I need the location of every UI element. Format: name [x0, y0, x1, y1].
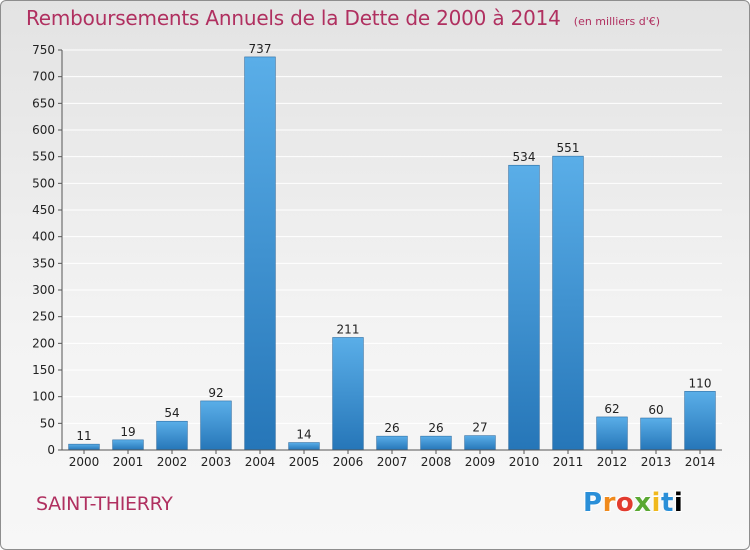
- x-tick-label: 2005: [289, 455, 320, 469]
- bar-2007: [376, 435, 408, 451]
- x-tick-label: 2004: [245, 455, 276, 469]
- y-tick-label: 300: [32, 283, 55, 297]
- y-tick-label: 100: [32, 390, 55, 404]
- bar-2012: [596, 416, 628, 451]
- bar-2005: [288, 442, 320, 451]
- logo-letter: t: [660, 488, 674, 518]
- data-label: 26: [428, 421, 443, 435]
- y-tick-label: 550: [32, 150, 55, 164]
- commune-name: SAINT-THIERRY: [36, 493, 173, 515]
- bar-2014: [684, 391, 716, 451]
- y-tick-label: 400: [32, 230, 55, 244]
- x-tick-label: 2000: [69, 455, 100, 469]
- bar-2010: [508, 164, 540, 451]
- data-label: 110: [689, 376, 712, 390]
- bar-2008: [420, 435, 452, 451]
- x-tick-label: 2003: [201, 455, 232, 469]
- y-tick-label: 750: [32, 43, 55, 57]
- data-label: 62: [604, 402, 619, 416]
- x-tick-label: 2009: [465, 455, 496, 469]
- y-tick-label: 450: [32, 203, 55, 217]
- data-label: 14: [296, 428, 311, 442]
- y-tick-label: 50: [40, 416, 55, 430]
- x-tick-label: 2002: [157, 455, 188, 469]
- bar-2013: [640, 417, 672, 451]
- x-tick-label: 2006: [333, 455, 364, 469]
- data-label: 26: [384, 421, 399, 435]
- y-tick-label: 350: [32, 256, 55, 270]
- logo-letter: P: [583, 488, 603, 518]
- y-tick-label: 600: [32, 123, 55, 137]
- logo-letter: o: [615, 488, 635, 518]
- logo-letter: x: [634, 488, 652, 518]
- x-tick-label: 2001: [113, 455, 144, 469]
- y-tick-label: 250: [32, 310, 55, 324]
- data-label: 534: [513, 150, 536, 164]
- title-row: Remboursements Annuels de la Dette de 20…: [26, 6, 660, 30]
- data-label: 54: [164, 406, 179, 420]
- y-tick-label: 150: [32, 363, 55, 377]
- data-label: 60: [648, 403, 663, 417]
- data-label: 11: [76, 429, 91, 443]
- x-tick-label: 2012: [597, 455, 628, 469]
- x-tick-label: 2010: [509, 455, 540, 469]
- bar-2009: [464, 435, 496, 451]
- y-tick-label: 0: [47, 443, 55, 457]
- data-label: 92: [208, 386, 223, 400]
- logo-letter: r: [602, 488, 616, 518]
- x-tick-label: 2011: [553, 455, 584, 469]
- data-label: 19: [120, 425, 135, 439]
- bar-2011: [552, 155, 584, 451]
- y-tick-label: 650: [32, 96, 55, 110]
- data-label: 27: [472, 421, 487, 435]
- y-tick-label: 700: [32, 70, 55, 84]
- bar-2006: [332, 337, 364, 451]
- bar-2004: [244, 56, 276, 451]
- bar-2003: [200, 400, 232, 451]
- bar-2000: [68, 443, 100, 451]
- y-tick-label: 200: [32, 336, 55, 350]
- logo-letter: i: [673, 488, 684, 518]
- logo-letter: i: [651, 488, 661, 518]
- data-label: 737: [249, 42, 272, 56]
- chart-unit: (en milliers d'€): [573, 15, 661, 28]
- bar-2001: [112, 439, 144, 451]
- x-tick-label: 2007: [377, 455, 408, 469]
- x-tick-label: 2013: [641, 455, 672, 469]
- x-tick-label: 2008: [421, 455, 452, 469]
- x-tick-label: 2014: [685, 455, 716, 469]
- bar-2002: [156, 420, 188, 451]
- proxiti-logo[interactable]: Proxiti: [583, 488, 683, 518]
- data-label: 211: [337, 322, 360, 336]
- chart-title: Remboursements Annuels de la Dette de 20…: [26, 6, 561, 30]
- y-tick-label: 500: [32, 176, 55, 190]
- data-label: 551: [557, 141, 580, 155]
